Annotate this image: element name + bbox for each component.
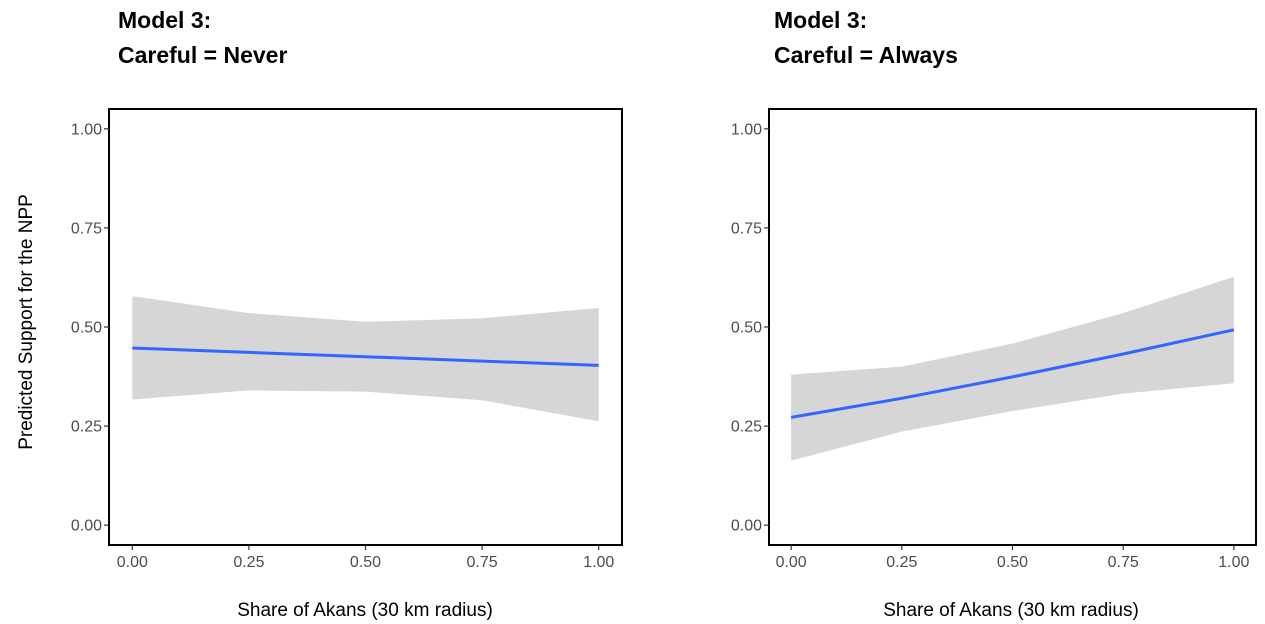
y-tick-label: 0.00 — [71, 518, 102, 535]
confidence-ribbon — [132, 296, 599, 422]
x-axis-label: Share of Akans (30 km radius) — [883, 600, 1139, 621]
panel-left: Model 3: Careful = Never Predicted Suppo… — [16, 7, 623, 621]
confidence-ribbon — [791, 276, 1234, 461]
y-tick-label: 0.25 — [71, 419, 102, 436]
x-tick-label: 0.25 — [233, 554, 264, 571]
y-tick-label: 0.75 — [71, 220, 102, 237]
y-tick-label: 0.50 — [71, 320, 102, 337]
y-tick-label: 0.75 — [731, 220, 762, 237]
x-tick-label: 0.75 — [1108, 554, 1139, 571]
y-tick-label: 0.50 — [731, 320, 762, 337]
x-axis-label: Share of Akans (30 km radius) — [237, 600, 493, 621]
x-tick-label: 0.50 — [997, 554, 1028, 571]
panel-title-line-2: Careful = Never — [118, 42, 287, 68]
y-tick-label: 1.00 — [731, 121, 762, 138]
plot-area: 0.00 0.25 0.50 0.75 1.00 0.00 0.25 0.50 0.75 1.00 — [71, 108, 623, 571]
plot-area: 0.00 0.25 0.50 0.75 1.00 0.00 0.25 0.50 0.75 1.00 — [731, 108, 1257, 571]
x-tick-label: 1.00 — [583, 554, 614, 571]
y-tick-label: 0.00 — [731, 518, 762, 535]
panel-title-line-1: Model 3: — [774, 7, 867, 33]
panel-right: Model 3: Careful = Always Share of Akans… — [731, 7, 1257, 621]
x-tick-label: 1.00 — [1218, 554, 1249, 571]
x-tick-label: 0.25 — [886, 554, 917, 571]
series-line — [132, 346, 599, 367]
panel-title-line-2: Careful = Always — [774, 42, 958, 68]
series-line — [790, 328, 1235, 419]
y-axis-label: Predicted Support for the NPP — [16, 194, 37, 450]
x-tick-label: 0.00 — [776, 554, 807, 571]
panel-title-line-1: Model 3: — [118, 7, 211, 33]
x-tick-label: 0.75 — [467, 554, 498, 571]
x-tick-label: 0.50 — [350, 554, 381, 571]
y-tick-label: 0.25 — [731, 419, 762, 436]
x-tick-label: 0.00 — [117, 554, 148, 571]
y-tick-label: 1.00 — [71, 121, 102, 138]
